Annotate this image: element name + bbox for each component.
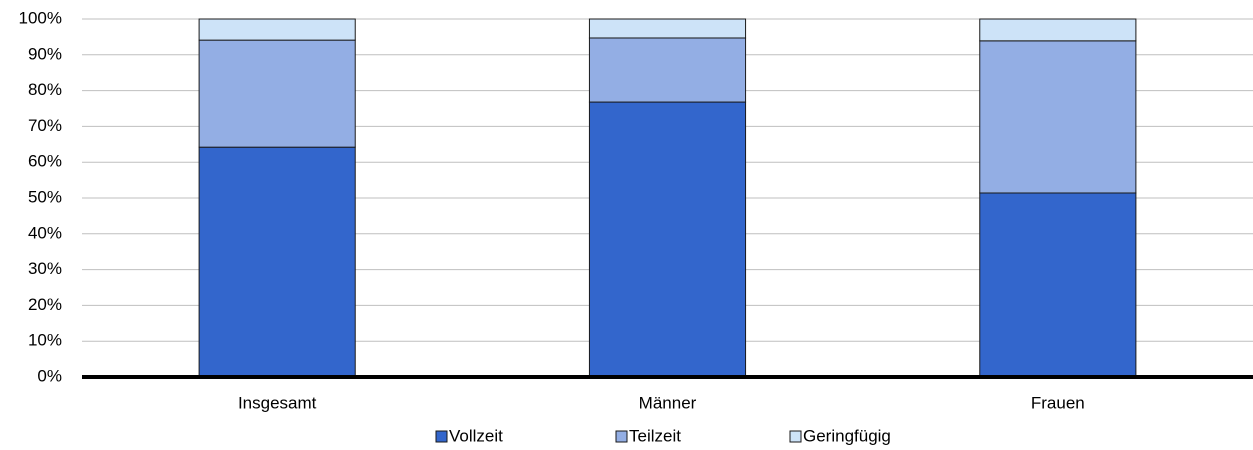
y-tick-label: 10% — [28, 331, 62, 350]
y-tick-label: 40% — [28, 223, 62, 242]
y-tick-label: 20% — [28, 295, 62, 314]
bar-segment — [979, 18, 1137, 42]
bar-segment — [198, 146, 356, 378]
y-tick-label: 0% — [37, 366, 62, 385]
y-tick-label: 70% — [28, 116, 62, 135]
bar-segment — [979, 40, 1137, 194]
y-tick-label: 30% — [28, 259, 62, 278]
x-tick-label: Insgesamt — [238, 393, 317, 412]
legend-label: Vollzeit — [449, 426, 503, 445]
x-tick-label: Männer — [639, 393, 697, 412]
y-tick-label: 80% — [28, 80, 62, 99]
legend-swatch — [615, 430, 628, 443]
legend-label: Teilzeit — [629, 426, 681, 445]
bar-segment — [588, 18, 747, 39]
x-tick-label: Frauen — [1031, 393, 1085, 412]
legend-swatch — [435, 430, 448, 443]
y-tick-label: 60% — [28, 152, 62, 171]
legend-label: Geringfügig — [803, 426, 891, 445]
bar-segment — [198, 18, 356, 41]
bar-segment — [588, 37, 747, 103]
y-tick-label: 100% — [19, 8, 62, 27]
legend-swatch — [789, 430, 802, 443]
y-tick-label: 90% — [28, 44, 62, 63]
bar-segment — [588, 101, 747, 378]
y-tick-label: 50% — [28, 187, 62, 206]
bar-segment — [198, 39, 356, 148]
bar-segment — [979, 192, 1137, 378]
